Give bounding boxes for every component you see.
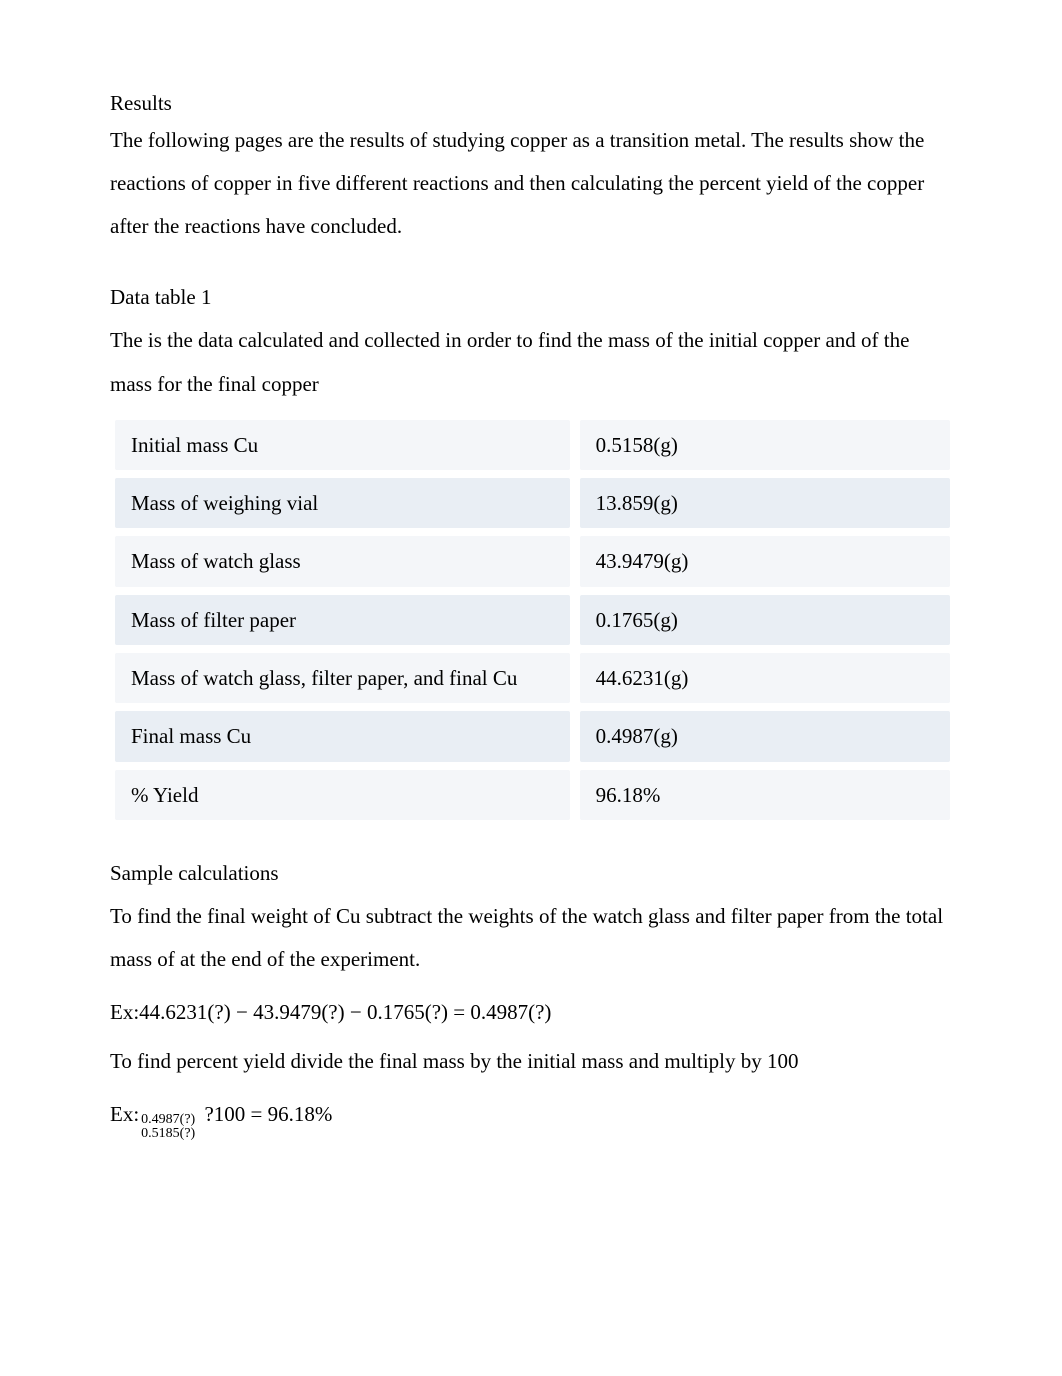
table-row: Mass of weighing vial 13.859(g)	[110, 474, 952, 532]
table-cell-label: Initial mass Cu	[115, 420, 570, 470]
table-row: % Yield 96.18%	[110, 766, 952, 824]
table-cell-value: 43.9479(g)	[580, 536, 950, 586]
eq2-denominator: 0.5185(?)	[139, 1127, 197, 1142]
sample-calc-equation-2: Ex:0.4987(?)0.5185(?) ?100 = 96.18%	[110, 1093, 952, 1142]
table-cell-label: Final mass Cu	[115, 711, 570, 761]
eq2-suffix: ?100 = 96.18%	[199, 1102, 332, 1126]
data-table-heading: Data table 1	[110, 276, 952, 319]
table-row: Mass of watch glass, filter paper, and f…	[110, 649, 952, 707]
table-cell-value: 44.6231(g)	[580, 653, 950, 703]
table-row: Mass of filter paper 0.1765(g)	[110, 591, 952, 649]
sample-calc-equation-1: Ex:44.6231(?) − 43.9479(?) − 0.1765(?) =…	[110, 991, 952, 1034]
table-cell-label: Mass of watch glass, filter paper, and f…	[115, 653, 570, 703]
table-cell-label: Mass of weighing vial	[115, 478, 570, 528]
sample-calc-heading: Sample calculations	[110, 852, 952, 895]
table-cell-value: 96.18%	[580, 770, 950, 820]
spacer	[110, 824, 952, 852]
eq2-numerator: 0.4987(?)	[139, 1113, 197, 1128]
eq2-fraction: 0.4987(?)0.5185(?)	[139, 1113, 197, 1142]
table-cell-value: 0.1765(g)	[580, 595, 950, 645]
spacer	[110, 258, 952, 276]
results-heading: Results	[110, 90, 952, 117]
table-row: Final mass Cu 0.4987(g)	[110, 707, 952, 765]
table-row: Mass of watch glass 43.9479(g)	[110, 532, 952, 590]
data-table-caption: The is the data calculated and collected…	[110, 319, 952, 405]
table-cell-label: Mass of watch glass	[115, 536, 570, 586]
data-table: Initial mass Cu 0.5158(g) Mass of weighi…	[110, 416, 952, 824]
table-cell-label: Mass of filter paper	[115, 595, 570, 645]
table-cell-value: 0.4987(g)	[580, 711, 950, 761]
table-cell-label: % Yield	[115, 770, 570, 820]
sample-calc-para-1: To find the final weight of Cu subtract …	[110, 895, 952, 981]
eq2-prefix: Ex:	[110, 1102, 139, 1126]
results-intro-paragraph: The following pages are the results of s…	[110, 119, 952, 248]
sample-calc-para-2: To find percent yield divide the final m…	[110, 1040, 952, 1083]
table-cell-value: 0.5158(g)	[580, 420, 950, 470]
table-row: Initial mass Cu 0.5158(g)	[110, 416, 952, 474]
table-cell-value: 13.859(g)	[580, 478, 950, 528]
